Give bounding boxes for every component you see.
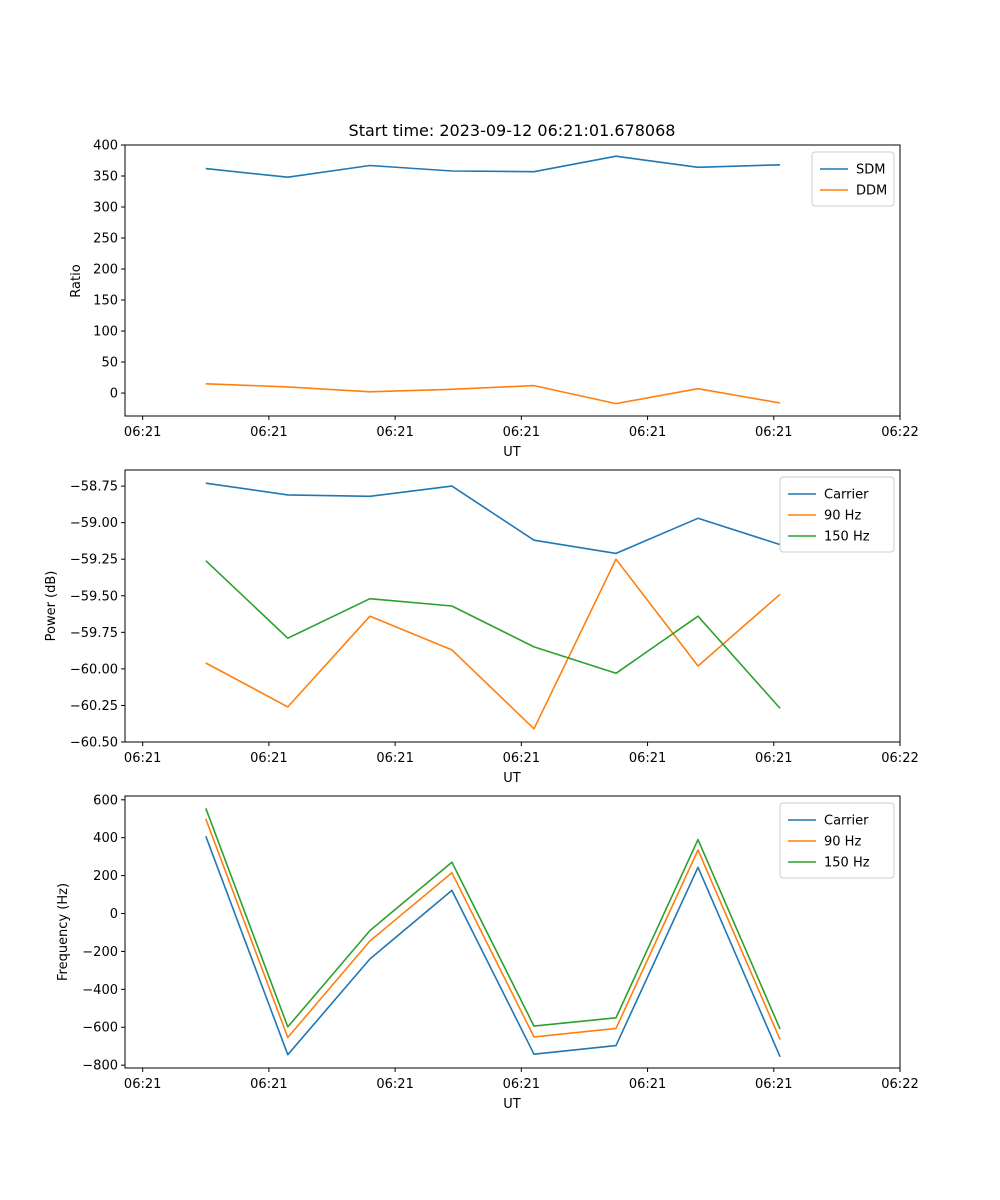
x-tick-label: 06:21 [503,425,540,440]
x-tick-label: 06:21 [503,751,540,766]
axes-frame [124,795,901,1069]
legend-box [811,151,895,207]
series-line-150-hz [205,808,781,1030]
y-tick-label: −60.50 [70,736,118,751]
x-tick-label: 06:21 [629,1077,666,1092]
frequency-panel: Frequency (Hz) UT 06:21 06:21 06:21 06:21 06… [56,793,919,1112]
y-tick-label: −400 [82,983,118,998]
legend-label: SDM [856,163,885,178]
y-axis-label: Power (dB) [44,571,59,642]
legend-label: 90 Hz [824,509,861,524]
y-axis-label: Frequency (Hz) [56,883,71,981]
x-tick-label: 06:21 [503,1077,540,1092]
y-tick-label: −60.25 [70,699,118,714]
x-tick-label: 06:21 [755,1077,792,1092]
legend-label: 150 Hz [824,530,870,545]
axes-frame [124,469,901,743]
y-tick-label: −200 [82,945,118,960]
x-tick-label: 06:22 [881,751,918,766]
legend-box [779,802,895,879]
y-tick-label: 0 [110,387,118,402]
series-line-sdm [205,155,781,178]
x-tick-label: 06:22 [881,1077,918,1092]
series-line-carrier [205,835,781,1058]
y-tick-label: −58.75 [70,480,118,495]
y-tick-label: −59.50 [70,589,118,604]
x-tick-label: 06:21 [250,425,287,440]
series-line-90-hz [205,818,781,1040]
x-axis-label: UT [503,771,521,786]
legend-box [779,476,895,553]
legend-label: Carrier [824,814,869,829]
x-tick-label: 06:21 [250,751,287,766]
x-tick-label: 06:22 [881,425,918,440]
y-tick-label: 100 [93,325,118,340]
series-line-90-hz [205,558,781,730]
series-line-carrier [205,482,781,555]
y-tick-label: −59.00 [70,516,118,531]
x-tick-label: 06:21 [376,751,413,766]
y-tick-label: −59.25 [70,553,118,568]
x-axis-label: UT [503,445,521,460]
y-tick-label: 200 [93,869,118,884]
y-tick-label: 150 [93,294,118,309]
y-tick-label: 0 [110,907,118,922]
x-tick-label: 06:21 [755,751,792,766]
y-tick-label: −60.00 [70,662,118,677]
legend-label: 90 Hz [824,835,861,850]
x-tick-label: 06:21 [629,425,666,440]
y-tick-label: 400 [93,831,118,846]
y-tick-label: −59.75 [70,626,118,641]
legend-label: Carrier [824,488,869,503]
x-tick-label: 06:21 [629,751,666,766]
series-line-ddm [205,383,781,405]
y-tick-label: −800 [82,1059,118,1074]
y-tick-label: 200 [93,263,118,278]
x-tick-label: 06:21 [755,425,792,440]
x-tick-label: 06:21 [124,425,161,440]
power-panel: Power (dB) UT 06:21 06:21 06:21 06:21 06:21 0… [44,469,919,786]
y-tick-label: 250 [93,232,118,247]
ratio-panel: Start time: 2023-09-12 06:21:01.678068 R… [69,121,919,460]
y-axis-label: Ratio [69,264,84,297]
y-tick-label: 50 [101,356,118,371]
y-tick-label: −600 [82,1021,118,1036]
legend-label: DDM [856,184,887,199]
x-tick-label: 06:21 [124,1077,161,1092]
x-tick-label: 06:21 [250,1077,287,1092]
x-tick-label: 06:21 [376,1077,413,1092]
axes-frame [124,144,901,417]
x-tick-label: 06:21 [124,751,161,766]
legend-label: 150 Hz [824,856,870,871]
chart-title: Start time: 2023-09-12 06:21:01.678068 [349,121,676,140]
y-tick-label: 400 [93,139,118,154]
y-tick-label: 600 [93,793,118,808]
y-tick-label: 350 [93,170,118,185]
x-axis-label: UT [503,1097,521,1112]
y-tick-label: 300 [93,201,118,216]
x-tick-label: 06:21 [376,425,413,440]
series-line-150-hz [205,560,781,709]
